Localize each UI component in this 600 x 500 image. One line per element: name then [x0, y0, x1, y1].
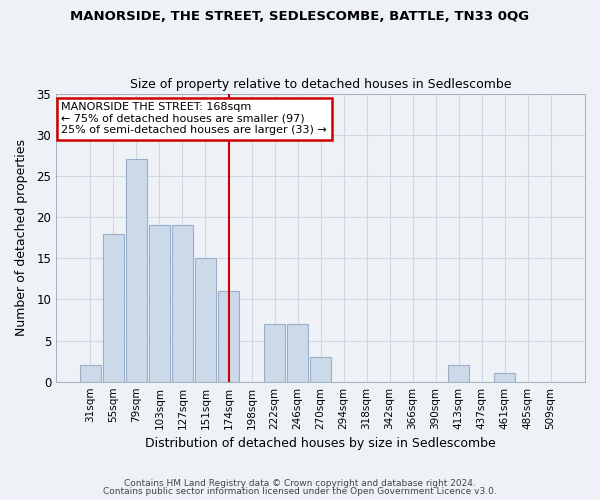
- Bar: [448, 365, 469, 382]
- Y-axis label: Number of detached properties: Number of detached properties: [15, 139, 28, 336]
- Bar: [310, 357, 331, 382]
- Bar: [126, 160, 147, 382]
- Bar: [218, 291, 239, 382]
- Bar: [80, 365, 101, 382]
- Text: MANORSIDE, THE STREET, SEDLESCOMBE, BATTLE, TN33 0QG: MANORSIDE, THE STREET, SEDLESCOMBE, BATT…: [70, 10, 530, 23]
- X-axis label: Distribution of detached houses by size in Sedlescombe: Distribution of detached houses by size …: [145, 437, 496, 450]
- Bar: [103, 234, 124, 382]
- Bar: [264, 324, 285, 382]
- Text: Contains HM Land Registry data © Crown copyright and database right 2024.: Contains HM Land Registry data © Crown c…: [124, 478, 476, 488]
- Bar: [287, 324, 308, 382]
- Text: Contains public sector information licensed under the Open Government Licence v3: Contains public sector information licen…: [103, 487, 497, 496]
- Bar: [172, 226, 193, 382]
- Title: Size of property relative to detached houses in Sedlescombe: Size of property relative to detached ho…: [130, 78, 511, 91]
- Bar: [494, 374, 515, 382]
- Text: MANORSIDE THE STREET: 168sqm
← 75% of detached houses are smaller (97)
25% of se: MANORSIDE THE STREET: 168sqm ← 75% of de…: [61, 102, 327, 136]
- Bar: [195, 258, 216, 382]
- Bar: [149, 226, 170, 382]
